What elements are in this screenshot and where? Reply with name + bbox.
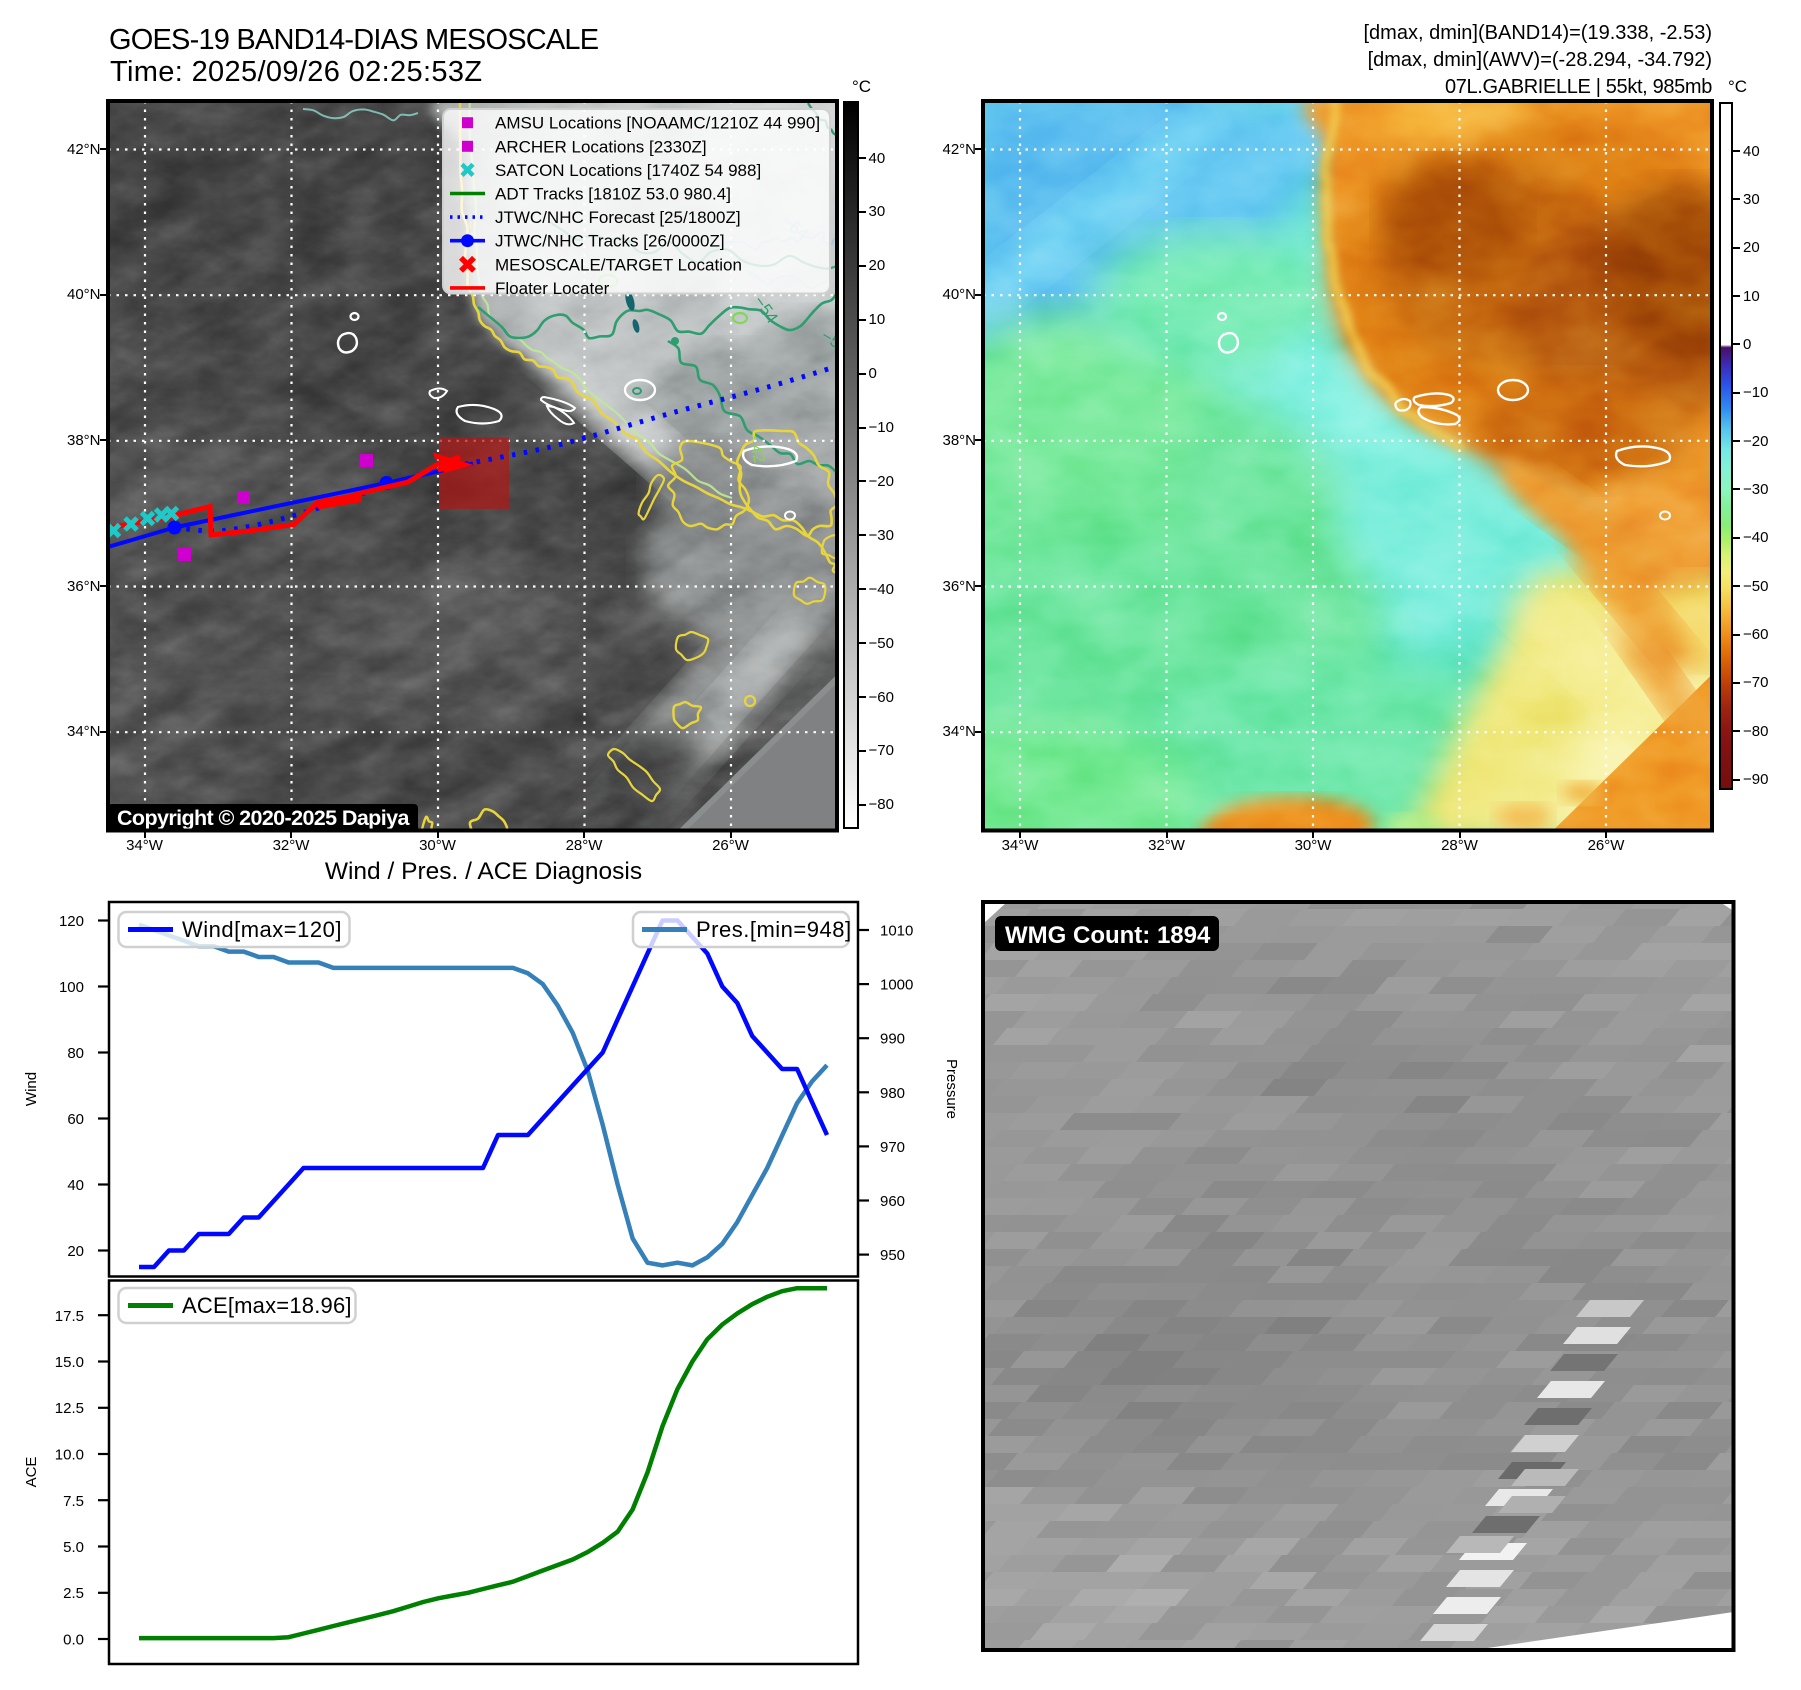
- svg-text:Copyright © 2020-2025 Dapiya: Copyright © 2020-2025 Dapiya: [117, 806, 410, 830]
- svg-text:2.5: 2.5: [63, 1585, 84, 1602]
- svg-text:JTWC/NHC Forecast [25/1800Z]: JTWC/NHC Forecast [25/1800Z]: [495, 208, 741, 227]
- svg-text:990: 990: [880, 1031, 905, 1048]
- svg-text:970: 970: [880, 1139, 905, 1156]
- svg-text:Wind: Wind: [23, 1072, 40, 1106]
- svg-text:ADT Tracks [1810Z 53.0 980.4]: ADT Tracks [1810Z 53.0 980.4]: [495, 184, 731, 203]
- svg-text:Wind[max=120]: Wind[max=120]: [182, 917, 342, 942]
- svg-text:ACE: ACE: [23, 1457, 40, 1488]
- svg-text:Pres.[min=948]: Pres.[min=948]: [696, 917, 852, 942]
- svg-text:Floater Locater: Floater Locater: [495, 278, 610, 297]
- svg-text:7.5: 7.5: [63, 1493, 84, 1510]
- svg-text:40: 40: [67, 1177, 84, 1194]
- svg-text:960: 960: [880, 1193, 905, 1210]
- svg-text:80: 80: [67, 1045, 84, 1062]
- svg-text:WMG Count: 1894: WMG Count: 1894: [1005, 922, 1211, 949]
- svg-text:AMSU Locations [NOAAMC/1210Z 4: AMSU Locations [NOAAMC/1210Z 44 990]: [495, 113, 820, 132]
- svg-text:0.0: 0.0: [63, 1632, 84, 1649]
- svg-text:MESOSCALE/TARGET Location: MESOSCALE/TARGET Location: [495, 255, 742, 274]
- svg-text:100: 100: [59, 979, 84, 996]
- svg-text:SATCON Locations [1740Z 54 988: SATCON Locations [1740Z 54 988]: [495, 160, 761, 179]
- svg-text:12.5: 12.5: [55, 1400, 84, 1417]
- svg-text:10.0: 10.0: [55, 1447, 84, 1464]
- svg-text:ACE[max=18.96]: ACE[max=18.96]: [182, 1293, 352, 1318]
- svg-text:1010: 1010: [880, 923, 913, 940]
- svg-text:120: 120: [59, 913, 84, 930]
- svg-text:5.0: 5.0: [63, 1539, 84, 1556]
- svg-text:17.5: 17.5: [55, 1308, 84, 1325]
- svg-text:ARCHER Locations [2330Z]: ARCHER Locations [2330Z]: [495, 137, 707, 156]
- svg-text:Pressure: Pressure: [943, 1059, 960, 1119]
- svg-text:JTWC/NHC Tracks [26/0000Z]: JTWC/NHC Tracks [26/0000Z]: [495, 231, 725, 250]
- svg-text:20: 20: [67, 1243, 84, 1260]
- svg-text:950: 950: [880, 1247, 905, 1264]
- svg-text:−42: −42: [745, 434, 767, 464]
- svg-text:980: 980: [880, 1085, 905, 1102]
- svg-text:15.0: 15.0: [55, 1354, 84, 1371]
- svg-text:1000: 1000: [880, 977, 913, 994]
- svg-text:60: 60: [67, 1111, 84, 1128]
